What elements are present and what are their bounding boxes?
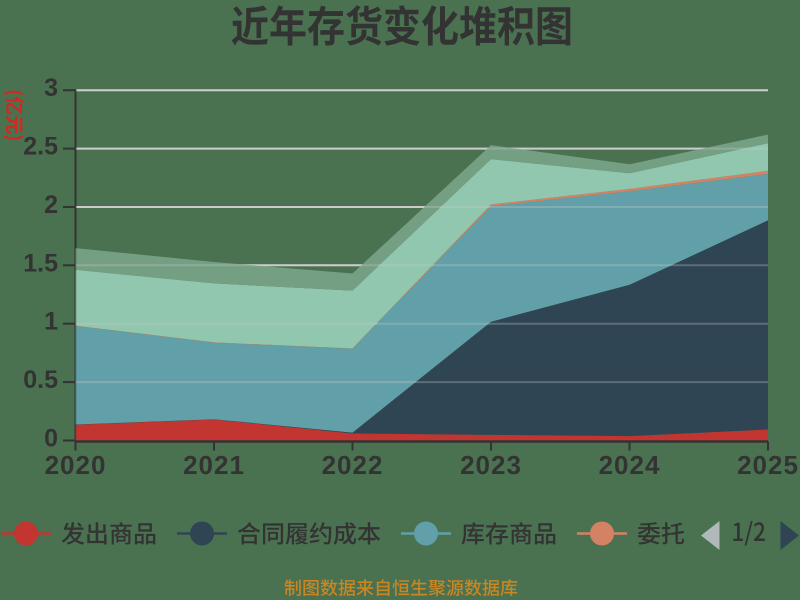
svg-text:2: 2 bbox=[44, 191, 58, 219]
svg-text:2021: 2021 bbox=[183, 450, 245, 480]
svg-text:2.5: 2.5 bbox=[23, 133, 58, 161]
svg-text:1.5: 1.5 bbox=[23, 249, 58, 277]
svg-text:2022: 2022 bbox=[322, 450, 384, 480]
svg-text:2024: 2024 bbox=[599, 450, 661, 480]
svg-text:1: 1 bbox=[44, 308, 58, 336]
svg-text:2025: 2025 bbox=[737, 450, 799, 480]
svg-text:2023: 2023 bbox=[460, 450, 522, 480]
svg-text:0: 0 bbox=[44, 425, 58, 453]
svg-text:0.5: 0.5 bbox=[23, 366, 58, 394]
svg-text:3: 3 bbox=[44, 74, 58, 102]
svg-text:2020: 2020 bbox=[45, 450, 107, 480]
